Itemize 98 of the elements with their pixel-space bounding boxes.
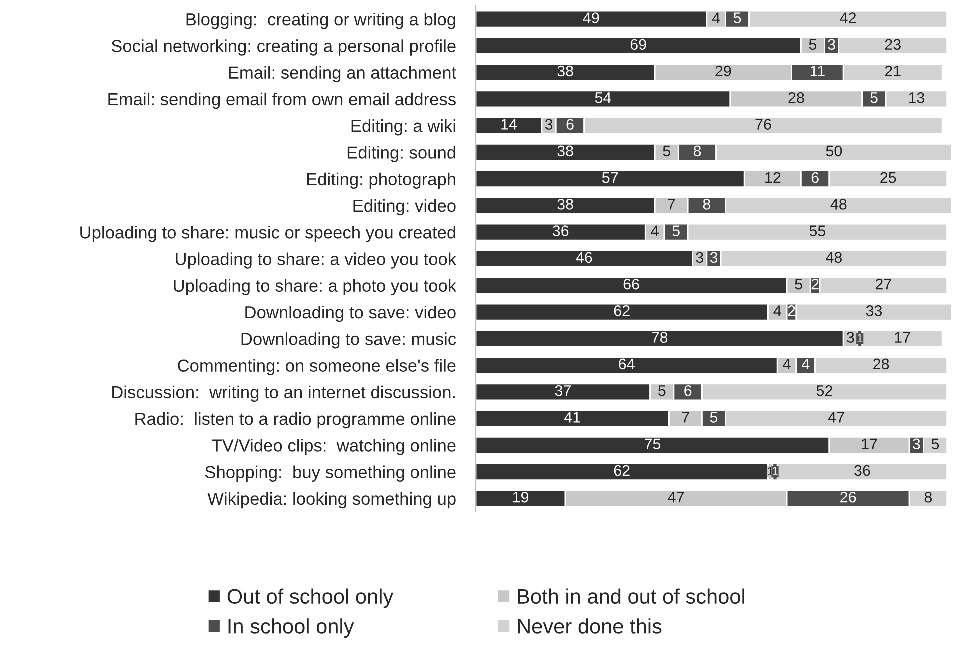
data-label: 5 [932,438,940,450]
data-label: 27 [876,278,892,290]
data-label: 49 [583,12,600,24]
data-label: 4 [712,12,720,24]
y-tick-label: Blogging: creating or writing a blog [186,13,456,30]
data-label: 54 [595,92,612,104]
data-label: 5 [710,412,718,423]
data-label: 75 [645,438,661,450]
legend-label: Out of school only [228,588,394,608]
data-label: 4 [774,306,782,316]
legend-label: In school only [228,618,354,638]
data-label: 3 [545,119,553,130]
y-tick-label: TV/Video clips: watching online [212,439,456,456]
data-label: 36 [854,465,870,476]
data-label: 3 [847,332,854,343]
y-tick-label: Discussion: writing to an internet discussion. [112,386,455,402]
data-label: 50 [826,146,842,157]
data-label: 6 [684,385,692,396]
data-label: 69 [630,39,646,50]
data-label: 36 [552,226,569,236]
data-label: 76 [756,119,772,130]
data-label: 28 [874,358,890,370]
y-tick-label: Downloading to save: music [242,332,456,349]
legend-label: Both in and out of school [518,588,744,604]
data-label: 19 [513,492,529,503]
y-tick-label: Radio: listen to a radio programme online [136,412,456,429]
data-label: 25 [880,172,896,184]
data-label: 57 [602,172,618,184]
data-label: 1 [858,334,863,342]
y-tick-label: Uploading to share: a video you took [176,252,457,269]
data-label: 64 [619,358,635,370]
data-label: 5 [672,226,680,236]
data-label: 6 [566,119,574,130]
data-label: 42 [840,12,856,24]
y-tick-label: Downloading to save: video [246,306,456,322]
data-label: 62 [614,465,630,476]
data-label: 7 [668,199,676,210]
data-label: 46 [576,252,592,264]
data-label: 12 [766,172,781,184]
data-label: 48 [830,199,847,210]
y-tick-label: Social networking: creating a personal profile [112,40,456,56]
data-label: 66 [624,278,640,290]
data-label: 33 [866,306,882,316]
data-label: 4 [802,358,810,370]
y-tick-label: Commenting: on someone else's file [178,359,456,376]
data-label: 17 [895,332,910,343]
y-tick-label: Editing: sound [348,146,456,162]
y-tick-label: Email: sending email from own email address [108,92,456,110]
y-tick-label: Editing: photograph [307,172,456,189]
data-label: 62 [614,306,630,316]
data-label: 55 [810,226,826,236]
data-label: 6 [812,172,819,184]
data-label: 14 [502,119,518,130]
data-label: 48 [826,252,842,264]
data-label: 23 [885,39,901,50]
data-label: 3 [912,438,920,450]
data-label: 8 [924,492,932,503]
legend-label: Never done this [518,618,662,634]
data-label: 41 [564,412,580,423]
y-tick-label: Uploading to share: a photo you took [174,279,457,296]
data-label: 37 [555,385,571,396]
data-label: 7 [682,412,690,423]
y-tick-label: Editing: video [354,199,456,216]
data-label: 5 [870,92,878,104]
data-label: 52 [816,385,832,396]
data-label: 4 [651,226,659,236]
data-label: 2 [812,278,819,290]
y-tick-label: Shopping: buy something online [205,466,456,482]
data-label: 38 [558,199,574,210]
data-label: 21 [885,66,901,77]
data-label: 78 [652,332,668,343]
data-label: 8 [703,199,711,210]
data-label: 5 [734,12,742,24]
data-label: 47 [828,412,844,423]
data-label: 4 [783,358,791,370]
data-label: 47 [668,492,684,503]
data-label: 8 [694,146,702,157]
data-label: 38 [558,66,574,77]
y-tick-label: Wikipedia: looking something up [208,492,456,509]
y-tick-label: Email: sending an attachment [229,66,456,82]
data-label: 5 [658,386,666,396]
data-label: 29 [716,66,732,77]
y-tick-label: Editing: a wiki [352,120,456,136]
y-tick-label: Uploading to share: music or speech you created [80,226,456,242]
data-label: 3 [828,39,836,50]
data-label: 1 [773,467,778,475]
data-label: 3 [696,252,704,264]
data-label: 5 [795,279,802,290]
data-label: 38 [558,146,574,157]
data-label: 13 [909,92,924,104]
data-label: 26 [840,492,856,503]
data-label: 5 [809,39,817,50]
data-label: 11 [810,66,825,77]
data-label: 2 [788,306,796,316]
data-label: 28 [788,92,804,104]
data-label: 3 [710,252,718,264]
data-label: 17 [862,438,878,450]
data-label: 5 [663,146,670,157]
